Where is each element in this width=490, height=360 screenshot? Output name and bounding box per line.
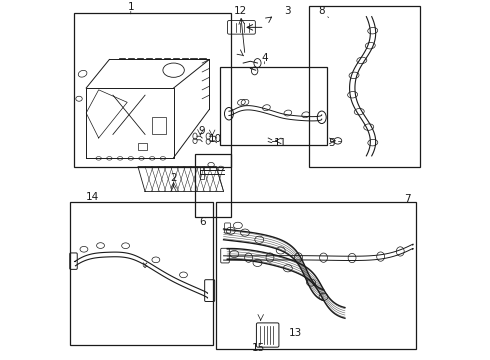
Bar (74, 13, 231, 167)
Bar (220, 67, 327, 145)
Text: 15: 15 (252, 343, 265, 353)
Text: 11: 11 (273, 138, 287, 148)
Bar (152, 117, 167, 134)
Bar (138, 143, 147, 150)
Text: 6: 6 (199, 217, 205, 227)
Bar (70, 202, 213, 345)
Text: 2: 2 (171, 173, 177, 183)
Text: 9: 9 (198, 126, 205, 136)
Text: 4: 4 (261, 53, 268, 63)
Bar (217, 202, 416, 348)
Text: 10: 10 (209, 134, 222, 144)
Text: 5: 5 (328, 138, 335, 148)
Text: 8: 8 (318, 6, 325, 16)
Bar (199, 167, 204, 179)
Text: 12: 12 (234, 6, 247, 16)
Bar (309, 6, 420, 167)
Text: 1: 1 (127, 2, 134, 12)
Text: 3: 3 (285, 6, 291, 16)
Text: 14: 14 (86, 192, 99, 202)
Text: 7: 7 (404, 194, 411, 204)
Text: 13: 13 (288, 328, 302, 338)
Bar (195, 154, 231, 216)
